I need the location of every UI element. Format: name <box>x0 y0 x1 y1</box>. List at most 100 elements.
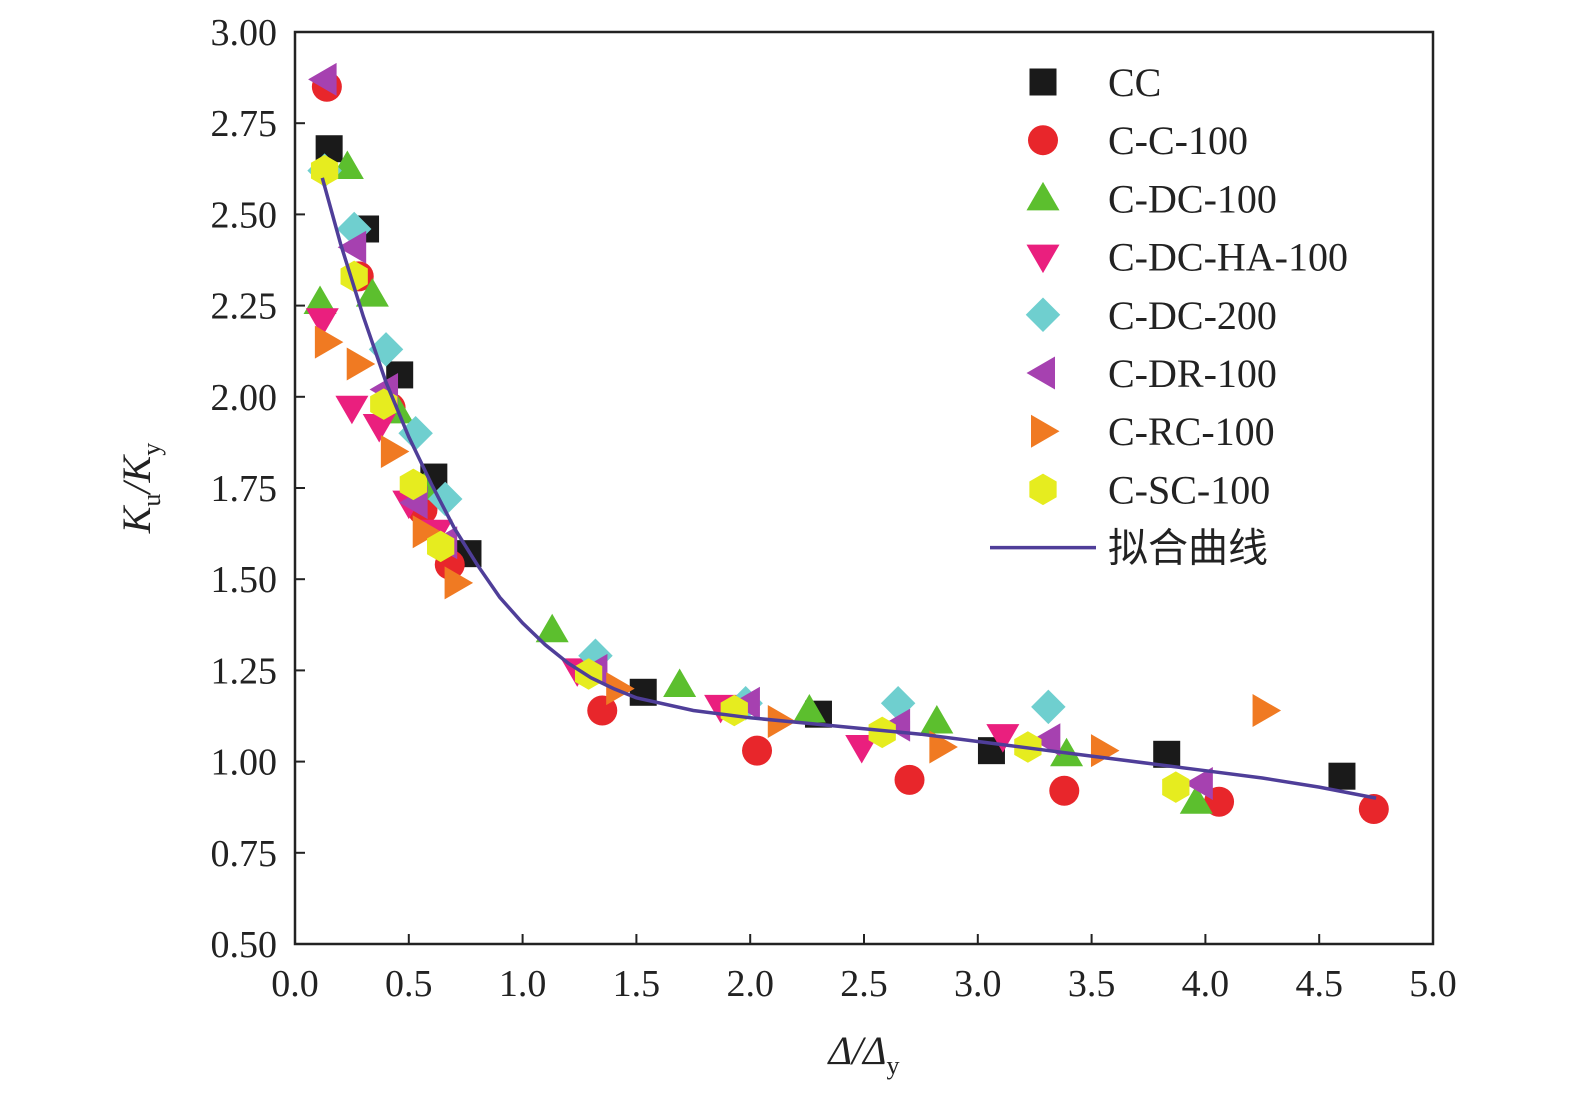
legend-item: C-SC-100 <box>1029 467 1270 512</box>
y-tick-label: 2.00 <box>211 377 278 419</box>
data-point <box>1031 723 1061 757</box>
data-point <box>310 154 339 187</box>
data-point <box>1179 785 1213 814</box>
y-tick-label: 2.75 <box>211 103 278 145</box>
data-point <box>1090 734 1120 768</box>
legend-marker <box>1029 68 1057 96</box>
x-tick-label: 4.0 <box>1182 963 1230 1005</box>
y-axis-ticks: 0.50 0.75 1.00 1.25 1.50 1.75 2.00 2.25 2.50 2.75… <box>211 12 305 966</box>
data-point <box>362 413 396 443</box>
data-point <box>398 416 433 451</box>
legend-item-fit: 拟合曲线 <box>990 526 1268 571</box>
data-point <box>880 685 916 721</box>
legend-item: C-DC-200 <box>1025 293 1277 338</box>
data-point <box>335 395 369 425</box>
legend-item: C-DC-HA-100 <box>1026 235 1348 280</box>
legend-label: C-DC-200 <box>1108 293 1277 338</box>
data-point <box>663 668 697 697</box>
legend-marker <box>1026 244 1060 274</box>
y-tick-label: 2.25 <box>211 286 278 328</box>
x-tick-label: 0.0 <box>271 963 319 1005</box>
legend-marker <box>1026 356 1055 390</box>
data-point <box>355 278 389 307</box>
legend-marker <box>1029 473 1057 506</box>
legend-label: C-DR-100 <box>1108 351 1277 396</box>
data-point <box>894 764 925 795</box>
data-point <box>380 435 410 469</box>
series-c-sc-100 <box>310 154 1190 803</box>
legend-marker <box>1026 181 1060 211</box>
data-point <box>303 285 337 314</box>
data-point <box>346 347 376 381</box>
legend-item: C-DR-100 <box>1026 351 1277 396</box>
data-point <box>1049 775 1080 806</box>
data-point <box>314 325 344 359</box>
x-tick-label: 3.5 <box>1068 963 1116 1005</box>
data-point <box>845 735 879 764</box>
legend: CC C-C-100 C-DC-100 C-DC-HA-100 C-DC-200 C-DR… <box>990 60 1348 571</box>
y-axis-title: Ku/Ky <box>114 443 166 535</box>
data-point <box>444 566 474 600</box>
data-point <box>868 716 896 749</box>
x-axis-title: Δ/Δy <box>826 1028 899 1080</box>
data-point <box>337 230 367 264</box>
x-tick-label: 2.5 <box>840 963 888 1005</box>
data-point <box>792 694 826 723</box>
legend-item: C-DC-100 <box>1026 176 1277 221</box>
data-point <box>1184 766 1213 800</box>
legend-marker <box>1028 125 1058 156</box>
x-tick-label: 1.5 <box>613 963 661 1005</box>
data-point <box>399 468 427 501</box>
data-points-layer <box>303 62 1389 825</box>
series-c-dr-100 <box>308 62 1213 800</box>
legend-marker <box>1031 414 1060 448</box>
data-point <box>720 694 748 727</box>
data-point <box>412 515 442 549</box>
data-point <box>1031 689 1066 725</box>
legend-marker <box>1025 297 1061 333</box>
x-tick-label: 1.0 <box>499 963 547 1005</box>
legend-label: CC <box>1108 60 1161 105</box>
x-tick-label: 0.5 <box>385 963 433 1005</box>
legend-label: C-SC-100 <box>1108 467 1270 512</box>
x-axis-ticks: 0.0 0.5 1.0 1.5 2.0 2.5 3.0 3.5 4.0 4.5 5.0 <box>271 934 1457 1005</box>
data-point <box>606 672 635 706</box>
y-tick-label: 1.00 <box>211 742 278 784</box>
legend-item: C-RC-100 <box>1031 409 1275 454</box>
data-point <box>1252 694 1282 728</box>
x-tick-label: 3.0 <box>954 963 1002 1005</box>
x-tick-label: 5.0 <box>1409 963 1457 1005</box>
legend-label: C-RC-100 <box>1108 409 1275 454</box>
data-point <box>305 308 339 337</box>
data-point <box>929 730 958 764</box>
legend-item: CC <box>1029 60 1161 105</box>
y-tick-label: 2.50 <box>211 194 278 236</box>
data-point <box>535 613 569 643</box>
legend-item: C-C-100 <box>1028 118 1248 163</box>
y-tick-label: 3.00 <box>211 12 278 54</box>
data-point <box>574 658 603 690</box>
series-c-rc-100 <box>314 325 1282 768</box>
x-tick-label: 2.0 <box>726 963 774 1005</box>
data-point <box>920 704 954 734</box>
y-tick-label: 1.50 <box>211 559 278 601</box>
fit-curve <box>320 177 1377 800</box>
data-point <box>986 724 1020 753</box>
legend-label: C-C-100 <box>1108 118 1248 163</box>
y-tick-label: 0.50 <box>211 924 278 966</box>
data-point <box>742 735 773 766</box>
series-c-dc-200 <box>307 153 1066 725</box>
legend-label: 拟合曲线 <box>1108 526 1268 571</box>
y-tick-label: 1.75 <box>211 468 278 510</box>
data-point <box>427 530 455 563</box>
y-tick-label: 1.25 <box>211 650 278 692</box>
legend-label: C-DC-HA-100 <box>1108 235 1348 280</box>
x-tick-label: 4.5 <box>1295 963 1343 1005</box>
series-cc <box>315 135 1356 790</box>
data-point <box>308 62 337 96</box>
y-tick-label: 0.75 <box>211 833 278 875</box>
data-point <box>1358 794 1389 825</box>
legend-label: C-DC-100 <box>1108 176 1277 221</box>
